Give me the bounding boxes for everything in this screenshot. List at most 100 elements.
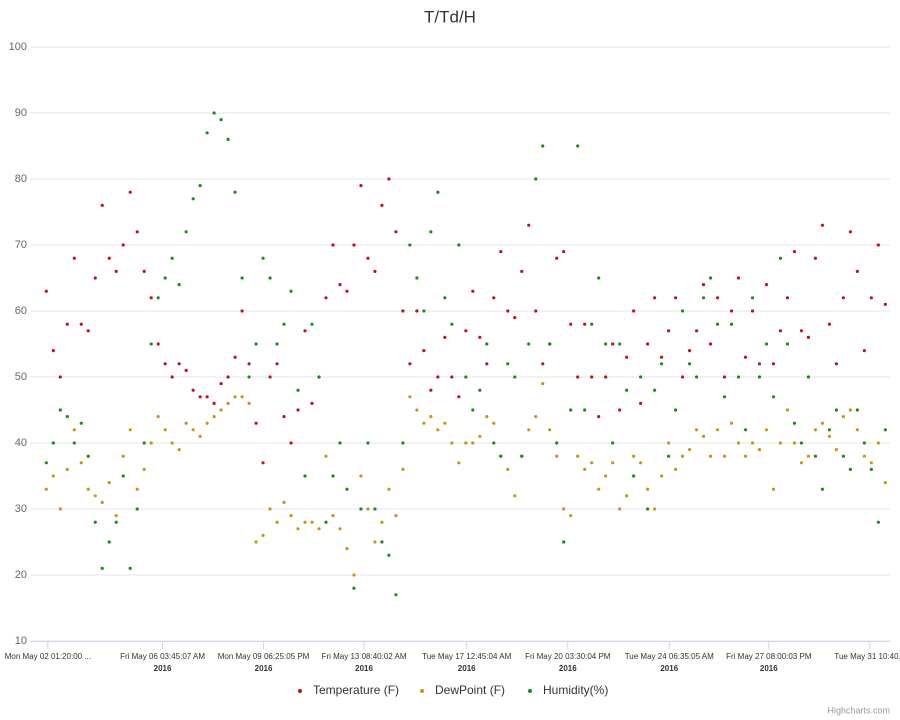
point (198, 434, 202, 438)
point (170, 256, 174, 260)
point (247, 362, 251, 366)
point (429, 415, 433, 419)
point (792, 441, 797, 445)
point (114, 269, 118, 273)
point (820, 487, 825, 491)
point (883, 428, 887, 432)
point (191, 197, 195, 201)
point (827, 428, 832, 432)
point (792, 421, 797, 425)
credit[interactable]: Highcharts.com (827, 705, 890, 715)
point (331, 514, 335, 518)
point (233, 355, 237, 359)
point (757, 362, 762, 366)
point (177, 283, 181, 287)
point (275, 520, 279, 524)
point (799, 329, 804, 333)
point (583, 408, 587, 412)
point (813, 256, 818, 260)
point (736, 441, 741, 445)
point (604, 474, 608, 478)
point (450, 375, 454, 379)
point (604, 375, 608, 379)
point (422, 309, 426, 313)
legend-marker[interactable] (298, 689, 302, 693)
point (191, 428, 195, 432)
point (764, 342, 769, 346)
point (296, 408, 300, 412)
x-tick-label: Tue May 24 06:35:05 AM (625, 652, 714, 661)
legend-label[interactable]: Temperature (F) (313, 683, 399, 697)
point (653, 507, 657, 511)
point (408, 243, 412, 247)
point (722, 375, 727, 379)
point (625, 494, 629, 498)
point (345, 289, 349, 293)
y-tick-label: 80 (15, 173, 27, 185)
point (128, 428, 132, 432)
x-tick-label: Fri May 27 08:00:03 PM (726, 652, 812, 661)
point (513, 316, 517, 320)
legend-marker[interactable] (528, 689, 532, 693)
point (282, 415, 286, 419)
point (862, 441, 866, 445)
legend-marker[interactable] (420, 689, 424, 693)
point (163, 276, 167, 280)
point (562, 540, 566, 544)
point (436, 428, 440, 432)
point (401, 309, 405, 313)
point (855, 428, 859, 432)
point (58, 375, 62, 379)
point (429, 388, 433, 392)
point (611, 441, 615, 445)
point (310, 520, 314, 524)
point (212, 415, 216, 419)
y-tick-label: 100 (9, 41, 27, 53)
y-tick-label: 20 (15, 569, 27, 581)
point (876, 441, 880, 445)
point (708, 342, 713, 346)
point (415, 309, 419, 313)
point (499, 454, 503, 458)
point (597, 487, 601, 491)
point (289, 514, 293, 518)
point (736, 276, 741, 280)
point (806, 454, 811, 458)
point (296, 527, 300, 531)
point (345, 487, 349, 491)
x-tick-label: Mon May 02 01:20:00 ... (5, 652, 91, 661)
point (471, 289, 475, 293)
legend-label[interactable]: DewPoint (F) (435, 683, 505, 697)
point (303, 520, 307, 524)
point (750, 441, 755, 445)
point (219, 382, 223, 386)
point (471, 441, 475, 445)
point (855, 408, 859, 412)
point (303, 329, 307, 333)
x-tick-label: Mon May 09 06:25:05 PM (218, 652, 310, 661)
point (191, 388, 195, 392)
x-tick-label: Fri May 13 08:40:02 AM (322, 652, 407, 661)
point (590, 375, 594, 379)
x-tick-year: 2016 (255, 664, 273, 673)
x-tick-label: Tue May 17 12:45:04 AM (422, 652, 511, 661)
point (659, 355, 664, 359)
point (359, 507, 363, 511)
point (834, 448, 838, 452)
point (387, 553, 391, 557)
point (247, 401, 251, 405)
point (834, 408, 838, 412)
point (827, 322, 832, 326)
point (324, 454, 328, 458)
point (541, 144, 545, 148)
point (611, 342, 615, 346)
point (464, 375, 468, 379)
legend-label[interactable]: Humidity(%) (543, 683, 608, 697)
point (247, 375, 251, 379)
point (562, 250, 566, 254)
point (93, 276, 97, 280)
point (450, 441, 454, 445)
point (680, 375, 685, 379)
point (457, 243, 461, 247)
